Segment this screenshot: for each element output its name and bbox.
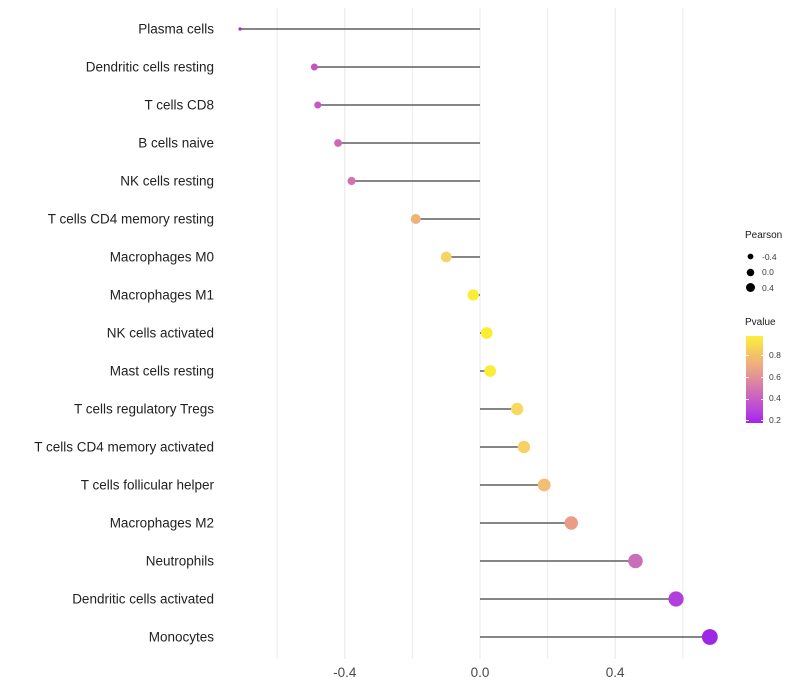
y-axis-label: Neutrophils [146,554,215,569]
size-legend-key-dot [746,283,755,293]
pvalue-tick-mark [746,420,749,422]
y-axis-label: Macrophages M2 [110,516,214,531]
lollipop-dot [238,27,242,31]
lollipop-dot [334,139,342,147]
legend: Pearson -0.4 0.0 0.4 Pvalue 0.8 0.6 0.4 0.2 [744,230,800,425]
size-legend-title: Pearson [745,230,783,241]
pvalue-tick-mark [760,355,763,357]
y-axis-label: Dendritic cells activated [72,592,214,607]
y-axis-label: Macrophages M0 [110,250,214,265]
lollipop-dot [467,289,479,301]
x-axis-tick-label: 0.0 [471,665,490,680]
lollipop-dot [564,516,578,530]
pvalue-tick-mark [746,398,749,400]
lollipop-dot [440,251,452,263]
color-legend-title: Pvalue [745,316,776,328]
y-axis-label: T cells follicular helper [81,478,215,493]
pvalue-tick-label: 0.2 [769,414,781,425]
size-legend-key-dot [747,253,754,260]
x-axis-tick-label: -0.4 [333,665,357,680]
size-legend-entries: -0.4 0.0 0.4 [744,249,800,296]
size-legend-entry-label: 0.0 [762,267,774,278]
lollipop-dot [480,327,493,339]
lollipop-dot [347,176,356,186]
pvalue-color-legend: Pvalue 0.8 0.6 0.4 0.2 [744,316,800,425]
pvalue-tick-mark [760,420,763,422]
pearson-size-legend: Pearson -0.4 0.0 0.4 [744,230,800,296]
lollipop-dot [410,214,421,224]
y-axis-label: T cells regulatory Tregs [74,402,214,417]
y-axis-label: T cells CD4 memory resting [48,212,214,227]
y-axis-label: T cells CD8 [144,98,214,113]
pvalue-tick-label: 0.8 [769,349,781,360]
x-axis-tick-label: 0.4 [606,665,625,680]
pvalue-tick-mark [760,398,763,400]
pvalue-tick-mark [760,377,763,379]
y-axis-label: Macrophages M1 [110,288,214,303]
lollipop-dot [314,101,322,109]
y-axis-label: T cells CD4 memory activated [34,440,214,455]
size-legend-entry: -0.4 [744,249,800,265]
y-axis-label: Monocytes [149,630,215,645]
y-axis-label: Mast cells resting [110,364,214,379]
pvalue-gradient-bar [746,335,763,423]
y-axis-label: NK cells activated [107,326,214,341]
y-axis-label: Dendritic cells resting [86,60,214,75]
size-legend-key-dot [746,268,755,277]
y-axis-label: NK cells resting [120,174,214,189]
size-legend-entry: 0.4 [744,280,800,296]
lollipop-dot [668,591,684,607]
lollipop-dot [701,629,718,645]
y-axis-label: Plasma cells [138,22,214,37]
size-legend-entry-label: 0.4 [762,282,774,293]
y-axis-label: B cells naive [138,136,214,151]
lollipop-dot [517,440,531,454]
lollipop-dot [484,365,497,377]
pvalue-tick-label: 0.6 [769,371,781,382]
lollipop-dot [628,553,643,569]
size-legend-entry-label: -0.4 [762,251,777,262]
lollipop-dot [511,402,524,416]
pvalue-tick-label: 0.4 [769,393,781,404]
pvalue-tick-mark [746,377,749,379]
lollipop-dot [537,478,551,492]
pvalue-tick-mark [746,355,749,357]
lollipop-dot [310,63,318,71]
size-legend-entry: 0.0 [744,265,800,281]
